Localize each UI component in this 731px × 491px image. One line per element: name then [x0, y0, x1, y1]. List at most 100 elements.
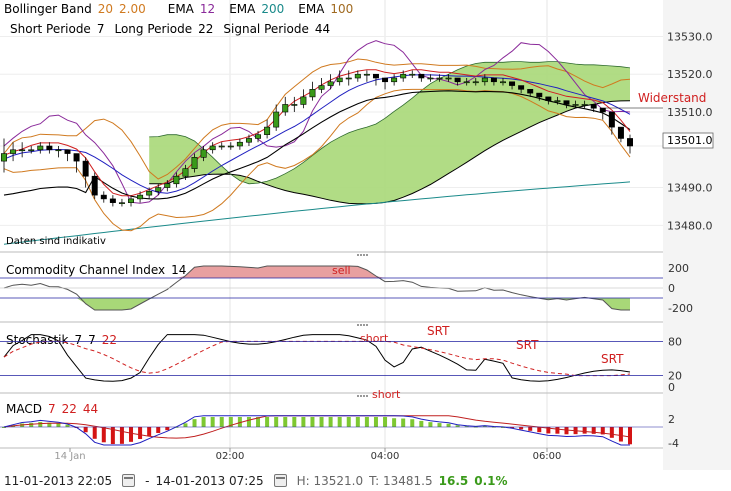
candle-body-29: [264, 126, 271, 135]
macd-panel: MACD 7 22 44 short 2 -4: [0, 388, 679, 450]
candle-15: [137, 191, 144, 203]
cci-tick-0: 200: [668, 262, 689, 275]
cci-positive-area: [4, 266, 630, 278]
time-tick-3: 06:00: [533, 451, 562, 462]
macd-bar-33: [301, 417, 306, 427]
change-percent: 0.1%: [474, 473, 508, 488]
separator-grip-2-1: [360, 395, 362, 397]
candle-52: [472, 78, 479, 86]
separator-grip-1-2: [363, 324, 365, 326]
separator-grip-2-0: [357, 395, 359, 397]
candle-20: [182, 164, 189, 180]
candle-54: [490, 77, 497, 86]
macd-bar-7: [65, 424, 70, 427]
legend2-part-0: Short Periode: [10, 22, 91, 36]
candle-57: [518, 85, 525, 94]
macd-bar-28: [256, 417, 261, 427]
candle-14: [128, 195, 134, 207]
candle-53: [481, 74, 488, 86]
bollinger-lower-line: [3, 88, 631, 232]
macd-bar-43: [392, 418, 397, 427]
price-panel: Widerstand Daten sind indikativ 13480.01…: [1, 30, 714, 247]
candle-26: [236, 138, 243, 150]
macd-bar-30: [274, 417, 279, 427]
macd-bar-50: [455, 425, 460, 427]
candle-body-59: [536, 92, 543, 98]
macd-bar-56: [510, 427, 515, 429]
candle-59: [536, 92, 543, 101]
candle-body-55: [500, 81, 506, 84]
from-calendar-icon[interactable]: [122, 474, 136, 487]
price-tick-1: 13490.0: [667, 182, 713, 195]
macd-bar-13: [119, 427, 124, 444]
macd-bar-24: [219, 417, 224, 427]
macd-signal-short: short: [372, 388, 401, 401]
candle-body-4: [37, 145, 44, 151]
macd-bar-29: [265, 417, 270, 427]
candlestick-series: [1, 70, 633, 207]
candle-body-66: [599, 107, 606, 113]
candle-19: [173, 172, 180, 188]
candle-body-31: [282, 104, 289, 113]
candle-61: [554, 96, 561, 105]
candle-48: [436, 74, 443, 82]
candle-body-12: [109, 198, 116, 203]
candle-body-22: [200, 149, 207, 158]
stochastic-signal-short: short: [360, 332, 389, 345]
macd-bar-49: [446, 423, 451, 427]
macd-bar-35: [319, 417, 324, 427]
candle-body-69: [627, 138, 633, 147]
macd-tick-1: -4: [668, 437, 679, 450]
macd-bar-20: [183, 423, 188, 427]
macd-bar-46: [419, 420, 424, 427]
macd-param-2: 22: [62, 402, 77, 416]
candle-42: [382, 77, 389, 90]
legend-part-0: Bollinger Band: [4, 2, 92, 16]
macd-bar-27: [246, 417, 251, 427]
candle-9: [82, 157, 89, 188]
high-value: H: 13521.0: [296, 473, 364, 488]
candle-body-39: [354, 73, 361, 79]
macd-bar-41: [373, 417, 378, 427]
macd-bar-45: [410, 419, 415, 427]
separator-grip-2-3: [366, 395, 368, 397]
candle-body-50: [454, 77, 461, 83]
stochastic-panel: Stochastik 7 7 22 short SRT SRT SRT 80 200: [0, 324, 682, 394]
macd-bar-47: [428, 422, 433, 427]
candle-body-32: [291, 104, 298, 106]
disclaimer-label: Daten sind indikativ: [6, 236, 106, 247]
candle-body-7: [64, 149, 71, 154]
chart-canvas[interactable]: Widerstand Daten sind indikativ 13480.01…: [0, 0, 731, 470]
candle-0: [1, 138, 7, 173]
ema12-line: [3, 40, 631, 204]
to-calendar-icon[interactable]: [273, 474, 287, 487]
legend2-part-3: 22: [198, 22, 213, 36]
candle-body-57: [518, 85, 525, 90]
candle-35: [318, 78, 325, 94]
from-date: 11-01-2013 22:05: [4, 473, 113, 488]
macd-bar-23: [210, 417, 215, 427]
candle-2: [19, 142, 26, 158]
candle-16: [146, 187, 153, 199]
candle-body-18: [164, 183, 171, 188]
macd-axis: 2 -4: [0, 413, 679, 450]
candle-body-54: [490, 77, 497, 83]
candle-body-35: [318, 85, 325, 90]
macd-bar-60: [546, 427, 551, 434]
candle-body-6: [55, 149, 62, 152]
macd-bar-15: [138, 427, 143, 440]
candle-body-48: [436, 77, 443, 80]
candle-47: [427, 74, 434, 82]
candle-58: [527, 89, 534, 97]
candle-body-37: [336, 77, 343, 83]
candle-body-19: [173, 175, 180, 185]
legend2-part-4: Signal Periode: [223, 22, 308, 36]
macd-bar-6: [56, 423, 61, 427]
stochastic-param-2: 7: [88, 333, 96, 347]
candle-body-42: [382, 77, 389, 83]
candle-body-52: [472, 81, 479, 84]
kijun-line: [3, 74, 631, 194]
macd-line: [3, 415, 630, 446]
macd-bar-38: [346, 417, 351, 427]
